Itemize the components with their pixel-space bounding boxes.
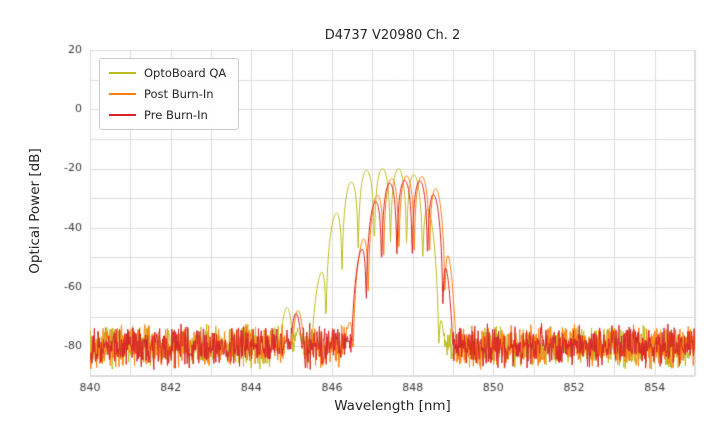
x-axis-label: Wavelength [nm] <box>334 398 451 414</box>
legend-label: OptoBoard QA <box>144 66 227 80</box>
legend-item-optoboard-qa: OptoBoard QA <box>109 66 226 80</box>
chart-title: D4737 V20980 Ch. 2 <box>324 28 461 43</box>
legend-label: Post Burn-In <box>144 87 214 101</box>
legend-label: Pre Burn-In <box>144 108 208 122</box>
legend-item-post-burn-in: Post Burn-In <box>109 87 226 101</box>
y-axis-label: Optical Power [dB] <box>27 148 43 274</box>
legend-item-pre-burn-in: Pre Burn-In <box>109 108 226 122</box>
legend-line-sample <box>109 114 136 116</box>
legend-line-sample <box>109 72 136 74</box>
legend-line-sample <box>109 93 136 95</box>
legend: OptoBoard QA Post Burn-In Pre Burn-In <box>99 58 240 130</box>
